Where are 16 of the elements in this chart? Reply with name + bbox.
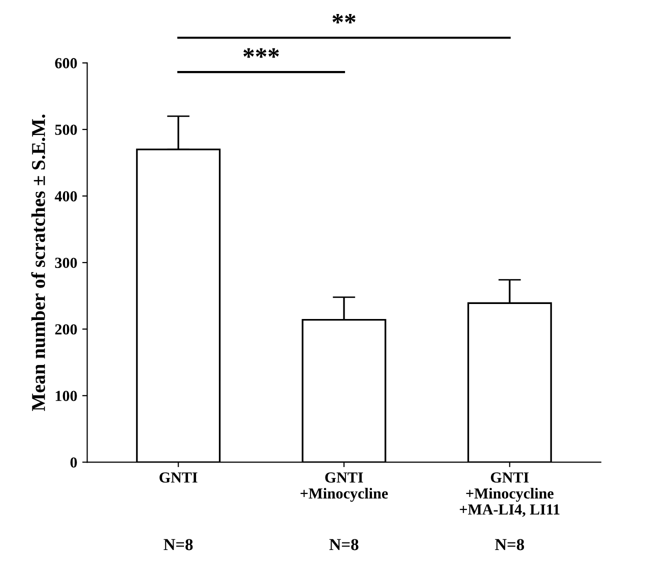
y-tick-label: 500 (55, 124, 77, 135)
text: N=8 (164, 538, 193, 550)
y-tick-label: 600 (55, 58, 77, 68)
x-tick-label: GNTI +Minocycline (300, 472, 388, 502)
x-tick-label: GNTI +Minocycline +MA-LI4, LI11 (460, 472, 560, 517)
y-tick-label: 0 (70, 457, 77, 468)
y-tick-label: 100 (56, 390, 77, 402)
text: N=8 (329, 538, 358, 550)
text: ** (332, 14, 356, 24)
y-tick-label: 300 (55, 258, 77, 268)
text: N=8 (495, 538, 524, 550)
y-tick-label: 200 (55, 324, 77, 335)
x-tick-label: GNTI (160, 472, 198, 483)
text: *** (243, 48, 279, 58)
y-axis-title: Mean number of scratches ± S.E.M. (31, 114, 46, 412)
y-tick-label: 400 (54, 191, 77, 202)
